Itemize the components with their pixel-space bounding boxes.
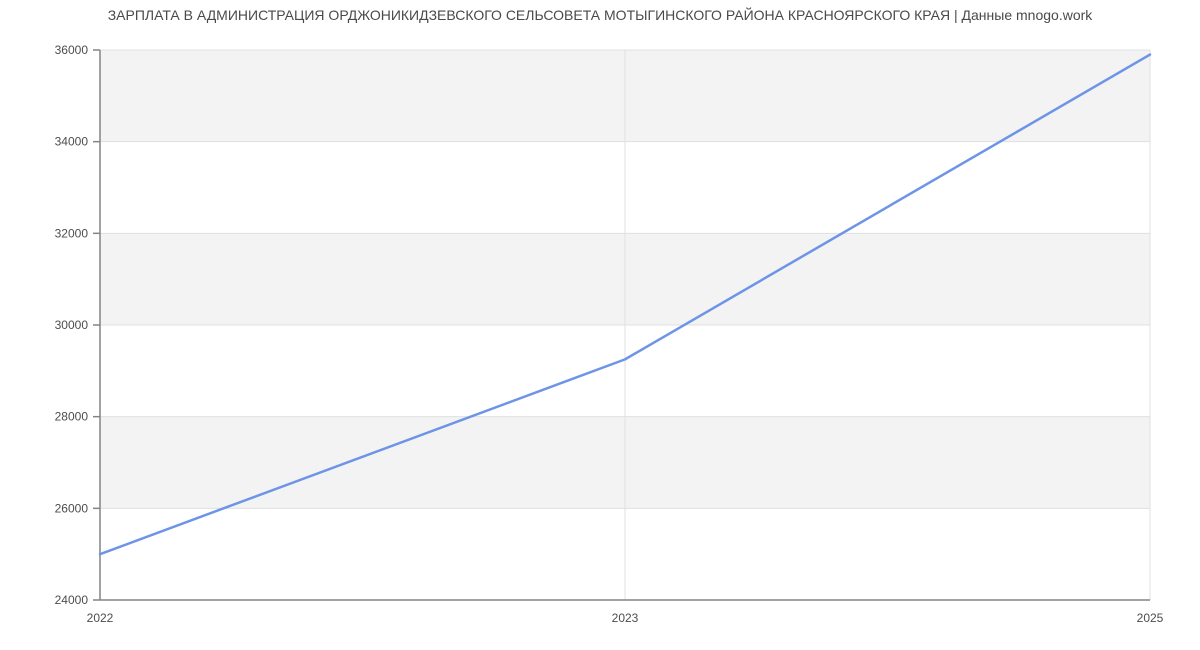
y-tick-label: 24000 bbox=[55, 593, 89, 607]
x-tick-label: 2025 bbox=[1137, 611, 1164, 625]
y-tick-label: 32000 bbox=[55, 226, 89, 240]
y-tick-label: 30000 bbox=[55, 318, 89, 332]
y-tick-label: 36000 bbox=[55, 43, 89, 57]
x-tick-label: 2023 bbox=[612, 611, 639, 625]
chart-title: ЗАРПЛАТА В АДМИНИСТРАЦИЯ ОРДЖОНИКИДЗЕВСК… bbox=[107, 7, 1093, 23]
salary-line-series bbox=[98, 53, 1152, 556]
y-tick-label: 28000 bbox=[55, 410, 89, 424]
y-tick-label: 26000 bbox=[55, 501, 89, 515]
y-tick-label: 34000 bbox=[55, 135, 89, 149]
x-tick-label: 2022 bbox=[87, 611, 114, 625]
